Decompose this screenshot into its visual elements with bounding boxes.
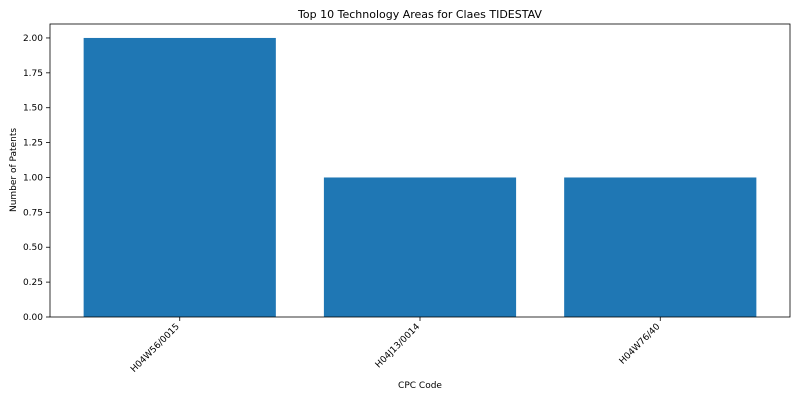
- bar: [564, 177, 756, 317]
- y-tick-label: 0.50: [23, 243, 43, 253]
- y-tick-label: 1.75: [23, 69, 43, 79]
- y-tick-label: 0.25: [23, 278, 43, 288]
- x-tick-label: H04W56/0015: [129, 322, 182, 375]
- chart-title: Top 10 Technology Areas for Claes TIDEST…: [297, 8, 542, 21]
- x-axis-label: CPC Code: [398, 381, 442, 391]
- x-tick-label: H04J13/0014: [374, 322, 422, 370]
- chart: Top 10 Technology Areas for Claes TIDEST…: [0, 0, 800, 400]
- bar: [324, 177, 516, 317]
- y-tick-label: 0.00: [23, 313, 43, 323]
- y-tick-label: 0.75: [23, 208, 43, 218]
- bar: [84, 38, 276, 317]
- y-tick-label: 1.50: [23, 104, 43, 114]
- y-axis-label: Number of Patents: [9, 128, 19, 212]
- y-tick-label: 1.25: [23, 139, 43, 149]
- y-tick-label: 1.00: [23, 173, 43, 183]
- y-tick-label: 2.00: [23, 34, 43, 44]
- x-tick-label: H04W76/40: [618, 322, 663, 367]
